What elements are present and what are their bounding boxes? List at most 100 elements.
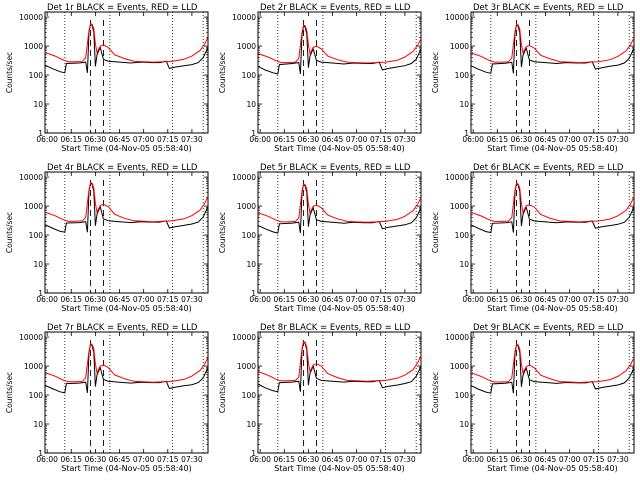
plot-frame bbox=[257, 171, 422, 294]
plot-frame bbox=[44, 11, 209, 134]
y-tick-label: 10 bbox=[459, 260, 469, 269]
y-tick-label: 10 bbox=[246, 420, 256, 429]
x-tick-label: 06:30 bbox=[511, 135, 533, 144]
x-tick-label: 06:00 bbox=[462, 295, 484, 304]
chart-title: Det 5r BLACK = Events, RED = LLD bbox=[260, 163, 411, 173]
y-tick-label: 1000 bbox=[237, 202, 256, 211]
x-axis-label: Start Time (04-Nov-05 05:58:40) bbox=[487, 304, 617, 313]
x-tick-label: 06:00 bbox=[36, 455, 58, 464]
x-tick-label: 07:00 bbox=[346, 455, 368, 464]
x-tick-label: 06:15 bbox=[486, 295, 508, 304]
y-tick-label: 10000 bbox=[19, 333, 43, 342]
y-axis-label: Counts/sec bbox=[431, 372, 440, 413]
x-tick-label: 07:15 bbox=[157, 295, 179, 304]
x-tick-label: 07:00 bbox=[133, 455, 155, 464]
chart-panel: Det 7r BLACK = Events, RED = LLD 1 10 100 10… bbox=[5, 323, 209, 473]
x-tick-label: 07:30 bbox=[394, 295, 416, 304]
y-tick-label: 1 bbox=[251, 129, 256, 138]
y-tick-label: 1 bbox=[251, 289, 256, 298]
y-tick-label: 100 bbox=[29, 231, 44, 240]
chart-title: Det 8r BLACK = Events, RED = LLD bbox=[260, 323, 411, 333]
x-tick-label: 06:30 bbox=[85, 135, 107, 144]
x-tick-label: 06:15 bbox=[486, 135, 508, 144]
y-tick-label: 100 bbox=[455, 231, 470, 240]
series-line-lld bbox=[470, 23, 635, 64]
y-tick-label: 100 bbox=[242, 391, 257, 400]
x-tick-label: 07:00 bbox=[346, 295, 368, 304]
x-tick-label: 06:45 bbox=[109, 295, 131, 304]
chart-panel: Det 5r BLACK = Events, RED = LLD 1 10 100 10… bbox=[218, 163, 422, 313]
chart-panel: Det 9r BLACK = Events, RED = LLD 1 10 100 10… bbox=[431, 323, 635, 473]
x-axis-label: Start Time (04-Nov-05 05:58:40) bbox=[274, 464, 404, 473]
y-tick-label: 10000 bbox=[232, 13, 256, 22]
y-tick-label: 1000 bbox=[24, 362, 43, 371]
plot-frame bbox=[257, 11, 422, 134]
y-axis-label: Counts/sec bbox=[5, 212, 14, 253]
x-tick-label: 07:00 bbox=[559, 295, 581, 304]
y-axis-label: Counts/sec bbox=[5, 372, 14, 413]
x-tick-label: 06:30 bbox=[85, 455, 107, 464]
series-line-lld bbox=[44, 22, 209, 63]
x-tick-label: 06:15 bbox=[273, 135, 295, 144]
x-tick-label: 06:00 bbox=[36, 135, 58, 144]
x-tick-label: 07:30 bbox=[607, 455, 629, 464]
series-line-events bbox=[470, 23, 635, 74]
y-tick-label: 1 bbox=[251, 449, 256, 458]
x-tick-label: 06:00 bbox=[249, 135, 271, 144]
y-tick-label: 10000 bbox=[445, 173, 469, 182]
series-line-events bbox=[257, 340, 422, 393]
x-tick-label: 07:30 bbox=[181, 455, 203, 464]
y-tick-label: 1000 bbox=[450, 42, 469, 51]
x-axis-label: Start Time (04-Nov-05 05:58:40) bbox=[274, 144, 404, 153]
x-tick-label: 06:45 bbox=[109, 135, 131, 144]
y-axis-label: Counts/sec bbox=[218, 372, 227, 413]
y-tick-label: 100 bbox=[29, 391, 44, 400]
x-tick-label: 07:00 bbox=[559, 135, 581, 144]
series-line-lld bbox=[257, 340, 422, 382]
series-line-lld bbox=[470, 343, 635, 384]
chart-panel: Det 1r BLACK = Events, RED = LLD 1 10 100 10… bbox=[5, 3, 209, 153]
x-tick-label: 07:15 bbox=[370, 295, 392, 304]
series-line-lld bbox=[44, 181, 209, 223]
x-tick-label: 06:30 bbox=[298, 295, 320, 304]
series-line-events bbox=[44, 342, 209, 394]
series-line-lld bbox=[257, 183, 422, 223]
chart-panel: Det 6r BLACK = Events, RED = LLD 1 10 100 10… bbox=[431, 163, 635, 313]
chart-title: Det 2r BLACK = Events, RED = LLD bbox=[260, 3, 411, 13]
chart-title: Det 9r BLACK = Events, RED = LLD bbox=[473, 323, 624, 333]
y-tick-label: 1000 bbox=[24, 42, 43, 51]
y-tick-label: 1 bbox=[464, 129, 469, 138]
y-axis-label: Counts/sec bbox=[431, 52, 440, 93]
x-tick-label: 07:15 bbox=[370, 455, 392, 464]
x-tick-label: 07:15 bbox=[157, 135, 179, 144]
x-tick-label: 07:30 bbox=[607, 135, 629, 144]
y-tick-label: 100 bbox=[455, 391, 470, 400]
x-tick-label: 06:45 bbox=[535, 135, 557, 144]
x-tick-label: 06:15 bbox=[60, 295, 82, 304]
y-tick-label: 10000 bbox=[19, 173, 43, 182]
x-tick-label: 06:15 bbox=[273, 295, 295, 304]
y-tick-label: 1000 bbox=[450, 202, 469, 211]
x-tick-label: 06:45 bbox=[535, 455, 557, 464]
y-tick-label: 10 bbox=[246, 260, 256, 269]
chart-panel: Det 4r BLACK = Events, RED = LLD 1 10 100 10… bbox=[5, 163, 209, 313]
x-axis-label: Start Time (04-Nov-05 05:58:40) bbox=[487, 464, 617, 473]
series-line-events bbox=[257, 182, 422, 234]
chart-title: Det 4r BLACK = Events, RED = LLD bbox=[47, 163, 198, 173]
plot-frame bbox=[470, 171, 635, 294]
plot-frame bbox=[470, 11, 635, 134]
y-tick-label: 1 bbox=[38, 129, 43, 138]
plot-frame bbox=[44, 331, 209, 454]
x-tick-label: 07:15 bbox=[157, 455, 179, 464]
x-tick-label: 07:30 bbox=[394, 135, 416, 144]
chart-title: Det 7r BLACK = Events, RED = LLD bbox=[47, 323, 198, 333]
y-axis-label: Counts/sec bbox=[431, 212, 440, 253]
x-tick-label: 06:30 bbox=[511, 295, 533, 304]
x-tick-label: 06:45 bbox=[322, 455, 344, 464]
series-line-events bbox=[257, 24, 422, 75]
y-axis-label: Counts/sec bbox=[218, 52, 227, 93]
x-tick-label: 06:15 bbox=[486, 455, 508, 464]
y-tick-label: 1 bbox=[464, 449, 469, 458]
series-line-events bbox=[44, 22, 209, 74]
